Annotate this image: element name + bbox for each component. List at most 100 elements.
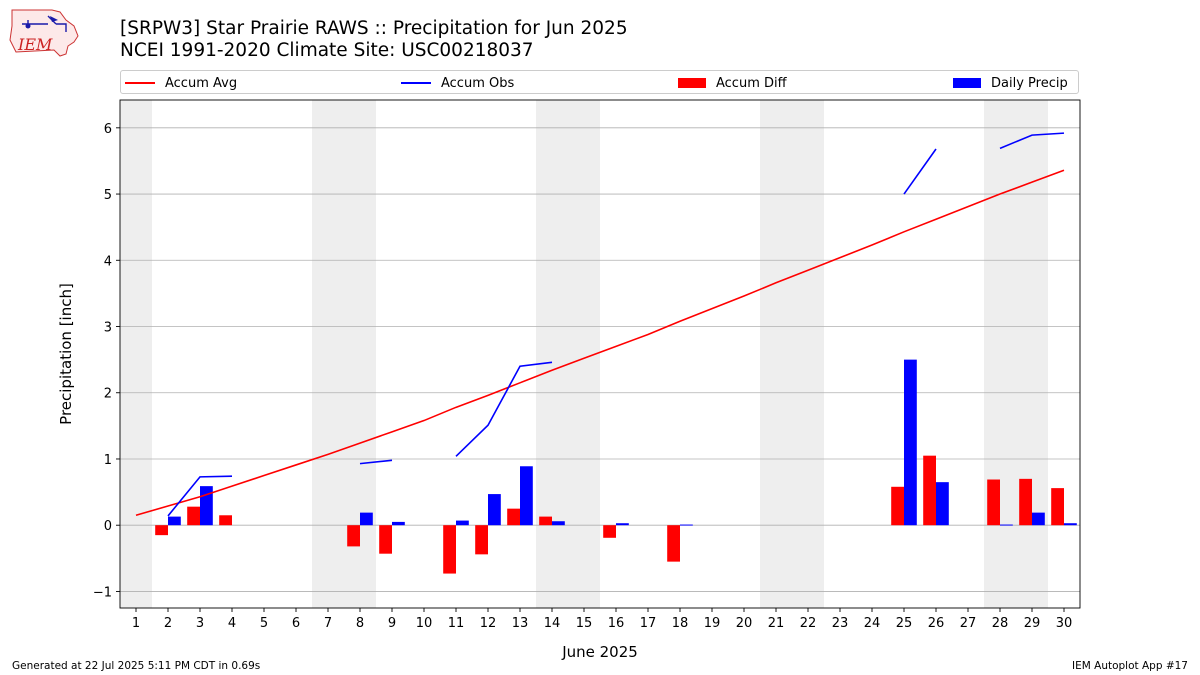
iem-logo: IEM xyxy=(9,9,79,57)
bar-daily-precip-day-28 xyxy=(1000,524,1013,526)
x-tick-label-12: 12 xyxy=(480,616,497,631)
x-tick-label-21: 21 xyxy=(768,616,785,631)
bar-accum-diff-day-3 xyxy=(187,506,200,526)
legend-accum-obs: Accum Obs xyxy=(401,74,514,92)
legend-label-avg: Accum Avg xyxy=(165,75,238,91)
bar-accum-diff-day-13 xyxy=(507,508,520,526)
legend-label-daily: Daily Precip xyxy=(991,75,1068,91)
y-tick-label-2: 2 xyxy=(104,387,112,402)
bar-accum-diff-day-16 xyxy=(603,525,616,538)
bar-accum-diff-day-9 xyxy=(379,525,392,554)
x-tick-label-20: 20 xyxy=(736,616,753,631)
line-accum-obs-segment-0 xyxy=(167,475,233,517)
bar-accum-diff-day-2 xyxy=(155,525,168,536)
legend-swatch-diff xyxy=(678,78,706,88)
x-tick-label-22: 22 xyxy=(800,616,817,631)
bar-daily-precip-day-25 xyxy=(904,359,917,526)
weekend-shade-3 xyxy=(760,100,824,608)
bar-daily-precip-day-16 xyxy=(616,523,629,526)
bar-accum-diff-day-28 xyxy=(987,479,1000,526)
x-tick-label-10: 10 xyxy=(416,616,433,631)
bar-daily-precip-day-3 xyxy=(200,486,213,526)
legend-accum-diff: Accum Diff xyxy=(678,74,787,92)
y-tick-label-6: 6 xyxy=(104,122,112,137)
line-accum-obs-segment-1 xyxy=(359,459,393,465)
x-tick-label-4: 4 xyxy=(228,616,236,631)
weekend-shade-4 xyxy=(984,100,1048,608)
plot-frame xyxy=(119,99,1081,609)
legend-swatch-avg xyxy=(125,82,155,84)
y-tick-label-3: 3 xyxy=(104,321,112,336)
x-tick-label-25: 25 xyxy=(896,616,913,631)
title-line-1: [SRPW3] Star Prairie RAWS :: Precipitati… xyxy=(120,18,628,39)
y-axis-label: Precipitation [inch] xyxy=(57,283,75,425)
title-line-2: NCEI 1991-2020 Climate Site: USC00218037 xyxy=(120,40,534,61)
bar-daily-precip-day-8 xyxy=(360,512,373,526)
line-accum-obs-segment-4 xyxy=(999,132,1065,150)
x-tick-label-11: 11 xyxy=(448,616,465,631)
x-tick-label-2: 2 xyxy=(164,616,172,631)
y-tick-label-0: 0 xyxy=(104,519,112,534)
x-tick-label-15: 15 xyxy=(576,616,593,631)
bar-accum-diff-day-14 xyxy=(539,516,552,526)
x-tick-label-9: 9 xyxy=(388,616,396,631)
bar-accum-diff-day-12 xyxy=(475,525,488,555)
chart-title: [SRPW3] Star Prairie RAWS :: Precipitati… xyxy=(120,18,628,62)
x-tick-label-14: 14 xyxy=(544,616,561,631)
x-tick-label-13: 13 xyxy=(512,616,529,631)
weekend-shade-2 xyxy=(536,100,600,608)
weekend-shade-0 xyxy=(120,100,152,608)
bar-daily-precip-day-2 xyxy=(168,516,181,526)
bar-accum-diff-day-8 xyxy=(347,525,360,547)
legend-daily-precip: Daily Precip xyxy=(953,74,1068,92)
app-credit: IEM Autoplot App #17 xyxy=(1072,660,1188,672)
line-accum-obs-segment-3 xyxy=(903,148,937,195)
bar-accum-diff-day-11 xyxy=(443,525,456,574)
legend-label-obs: Accum Obs xyxy=(441,75,515,91)
bar-accum-diff-day-4 xyxy=(219,515,232,526)
bar-daily-precip-day-30 xyxy=(1064,523,1077,526)
line-accum-avg xyxy=(135,169,1065,517)
bar-daily-precip-day-9 xyxy=(392,521,405,526)
x-tick-label-26: 26 xyxy=(928,616,945,631)
x-tick-label-29: 29 xyxy=(1024,616,1041,631)
bar-accum-diff-day-30 xyxy=(1051,488,1064,526)
bar-daily-precip-day-14 xyxy=(552,521,565,526)
logo-text: IEM xyxy=(17,35,53,54)
chart-legend: Accum Avg Accum Obs Accum Diff Daily Pre… xyxy=(120,70,1079,94)
bar-accum-diff-day-25 xyxy=(891,486,904,526)
bar-daily-precip-day-18 xyxy=(680,524,693,526)
bar-daily-precip-day-12 xyxy=(488,494,501,526)
bar-accum-diff-day-29 xyxy=(1019,478,1032,526)
x-tick-label-6: 6 xyxy=(292,616,300,631)
legend-label-diff: Accum Diff xyxy=(716,75,787,91)
line-accum-obs-segment-2 xyxy=(455,361,553,457)
x-axis-label: June 2025 xyxy=(562,643,638,661)
y-tick-label--1: −1 xyxy=(93,585,112,600)
legend-accum-avg: Accum Avg xyxy=(125,74,237,92)
bar-accum-diff-day-18 xyxy=(667,525,680,562)
x-tick-label-7: 7 xyxy=(324,616,332,631)
x-tick-label-3: 3 xyxy=(196,616,204,631)
x-tick-label-18: 18 xyxy=(672,616,689,631)
x-tick-label-28: 28 xyxy=(992,616,1009,631)
y-tick-label-5: 5 xyxy=(104,188,112,203)
x-tick-label-17: 17 xyxy=(640,616,657,631)
x-tick-label-23: 23 xyxy=(832,616,849,631)
x-tick-label-8: 8 xyxy=(356,616,364,631)
x-tick-label-5: 5 xyxy=(260,616,268,631)
bar-daily-precip-day-11 xyxy=(456,520,469,526)
weekend-shade-1 xyxy=(312,100,376,608)
legend-swatch-daily xyxy=(953,78,981,88)
x-tick-label-16: 16 xyxy=(608,616,625,631)
generated-timestamp: Generated at 22 Jul 2025 5:11 PM CDT in … xyxy=(12,660,261,672)
bar-daily-precip-day-29 xyxy=(1032,512,1045,526)
bar-daily-precip-day-26 xyxy=(936,482,949,526)
y-tick-label-4: 4 xyxy=(104,254,112,269)
x-tick-label-27: 27 xyxy=(960,616,977,631)
bar-daily-precip-day-13 xyxy=(520,466,533,526)
x-tick-label-19: 19 xyxy=(704,616,721,631)
x-tick-label-24: 24 xyxy=(864,616,881,631)
bar-accum-diff-day-26 xyxy=(923,455,936,526)
